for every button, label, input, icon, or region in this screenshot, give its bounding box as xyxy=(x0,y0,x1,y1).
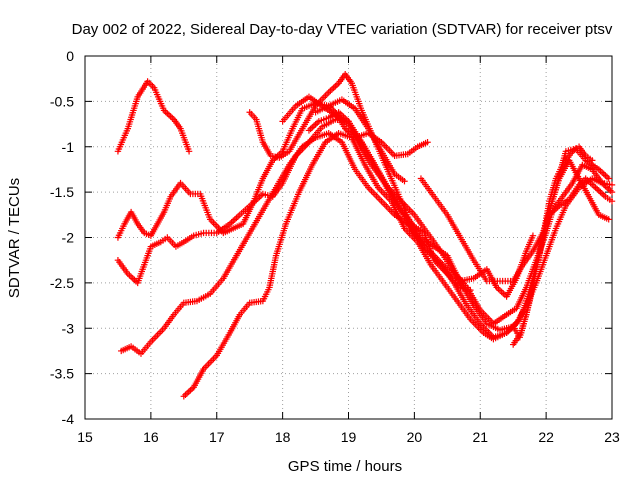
x-axis-label: GPS time / hours xyxy=(288,458,402,475)
y-tick-label: 0 xyxy=(66,48,74,64)
data-point-marker xyxy=(401,178,408,185)
y-tick-label: -3 xyxy=(62,320,75,336)
y-tick-label: -2 xyxy=(62,230,75,246)
x-tick-label: 23 xyxy=(604,429,620,445)
y-tick-label: -2.5 xyxy=(50,275,74,291)
chart-title: Day 002 of 2022, Sidereal Day-to-day VTE… xyxy=(72,21,613,38)
series-track-5 xyxy=(180,129,616,400)
grid-lines xyxy=(85,56,612,419)
data-point-marker xyxy=(589,157,596,164)
series-track-11 xyxy=(509,143,596,348)
data-point-marker xyxy=(529,232,537,239)
y-tick-label: -1.5 xyxy=(50,184,74,200)
data-point-marker xyxy=(608,181,616,189)
x-tick-label: 19 xyxy=(341,429,357,445)
y-axis-label: SDTVAR / TECUs xyxy=(6,178,23,298)
data-point-marker xyxy=(608,198,616,205)
x-tick-label: 22 xyxy=(538,429,554,445)
data-markers xyxy=(114,70,616,400)
data-point-marker xyxy=(605,216,612,223)
x-tick-label: 17 xyxy=(209,429,225,445)
series-track-10 xyxy=(417,175,616,285)
y-tick-label: -0.5 xyxy=(50,93,74,109)
data-point-marker xyxy=(424,139,431,146)
x-tick-label: 15 xyxy=(77,429,93,445)
data-point-marker xyxy=(608,188,616,196)
x-tick-label: 18 xyxy=(275,429,291,445)
y-tick-label: -1 xyxy=(62,139,75,155)
y-tick-label: -4 xyxy=(62,411,75,427)
x-tick-label: 20 xyxy=(407,429,423,445)
series-track-1 xyxy=(114,78,193,155)
y-tick-label: -3.5 xyxy=(50,366,74,382)
axis-ticks: 15 16 17 18 19 20 21 22 23 0 -0.5 -1 -1.5 -2 -2.5 -3 -3.… xyxy=(50,48,620,445)
series-track-2 xyxy=(114,99,431,241)
data-point-marker xyxy=(185,148,193,155)
data-point-marker xyxy=(605,175,612,182)
series-track-9 xyxy=(312,96,408,185)
x-tick-label: 21 xyxy=(472,429,488,445)
x-tick-label: 16 xyxy=(143,429,159,445)
